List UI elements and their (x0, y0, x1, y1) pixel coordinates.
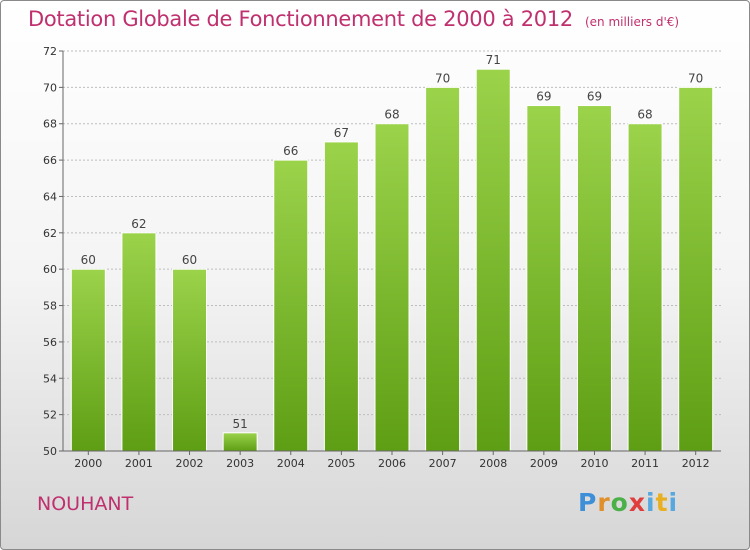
bar (121, 232, 157, 452)
bar-value-label: 60 (81, 253, 96, 267)
bars: 60 62 60 51 66 67 68 70 71 69 69 68 70 (70, 53, 714, 452)
y-tick-label: 62 (43, 227, 57, 240)
x-tick-label: 2010 (580, 457, 608, 470)
y-tick-label: 56 (43, 336, 57, 349)
x-tick-label: 2009 (530, 457, 558, 470)
bar (576, 105, 612, 452)
bar-value-label: 69 (536, 90, 551, 104)
x-tick-label: 2012 (682, 457, 710, 470)
bar-value-label: 67 (334, 126, 349, 140)
bar-value-label: 60 (182, 253, 197, 267)
y-tick-label: 54 (43, 372, 57, 385)
logo-letter: P (578, 488, 598, 517)
bar-value-label: 68 (637, 108, 652, 122)
bar (374, 123, 410, 452)
x-tick-label: 2006 (378, 457, 406, 470)
y-tick-label: 58 (43, 300, 57, 313)
bar (222, 432, 258, 452)
bar-value-label: 51 (233, 417, 248, 431)
x-tick-label: 2003 (226, 457, 254, 470)
bar-value-label: 70 (688, 71, 703, 85)
y-tick-label: 72 (43, 45, 57, 58)
logo-letter: i (668, 488, 679, 517)
x-tick-label: 2005 (327, 457, 355, 470)
place-name: NOUHANT (37, 493, 134, 515)
x-tick-label: 2004 (277, 457, 305, 470)
bar-value-label: 69 (587, 90, 602, 104)
logo-letter: o (610, 488, 629, 517)
x-tick-label: 2008 (479, 457, 507, 470)
y-tick-label: 70 (43, 81, 57, 94)
x-tick-label: 2007 (429, 457, 457, 470)
bar (273, 159, 309, 452)
bar (627, 123, 663, 452)
proxiti-logo: Proxiti (578, 488, 678, 517)
bar (172, 268, 208, 452)
bar-value-label: 62 (131, 217, 146, 231)
y-tick-label: 66 (43, 154, 57, 167)
logo-letter: x (628, 488, 646, 517)
y-tick-label: 64 (43, 190, 57, 203)
bar (425, 86, 461, 452)
bar-value-label: 71 (486, 53, 501, 67)
bar (475, 68, 511, 452)
bar (70, 268, 106, 452)
bar-value-label: 66 (283, 144, 298, 158)
x-tick-label: 2001 (125, 457, 153, 470)
bar-value-label: 68 (384, 108, 399, 122)
bar-value-label: 70 (435, 71, 450, 85)
logo-letter: t (655, 488, 669, 517)
bar (323, 141, 359, 452)
y-tick-label: 52 (43, 409, 57, 422)
bar (678, 86, 714, 452)
logo-letter: r (597, 488, 611, 517)
y-tick-label: 50 (43, 445, 57, 458)
chart-title-text: Dotation Globale de Fonctionnement de 20… (28, 7, 573, 31)
logo-letter: i (646, 488, 656, 517)
x-tick-label: 2002 (176, 457, 204, 470)
x-tick-label: 2011 (631, 457, 659, 470)
axes: 50 52 54 56 58 60 62 64 66 68 70 72 2000 2001 2002 2003… (43, 45, 721, 470)
y-tick-label: 60 (43, 263, 57, 276)
x-tick-label: 2000 (74, 457, 102, 470)
chart-unit-note: (en milliers d'€) (584, 15, 680, 29)
bar (526, 105, 562, 452)
chart-title: Dotation Globale de Fonctionnement de 20… (28, 7, 679, 31)
y-tick-label: 68 (43, 118, 57, 131)
